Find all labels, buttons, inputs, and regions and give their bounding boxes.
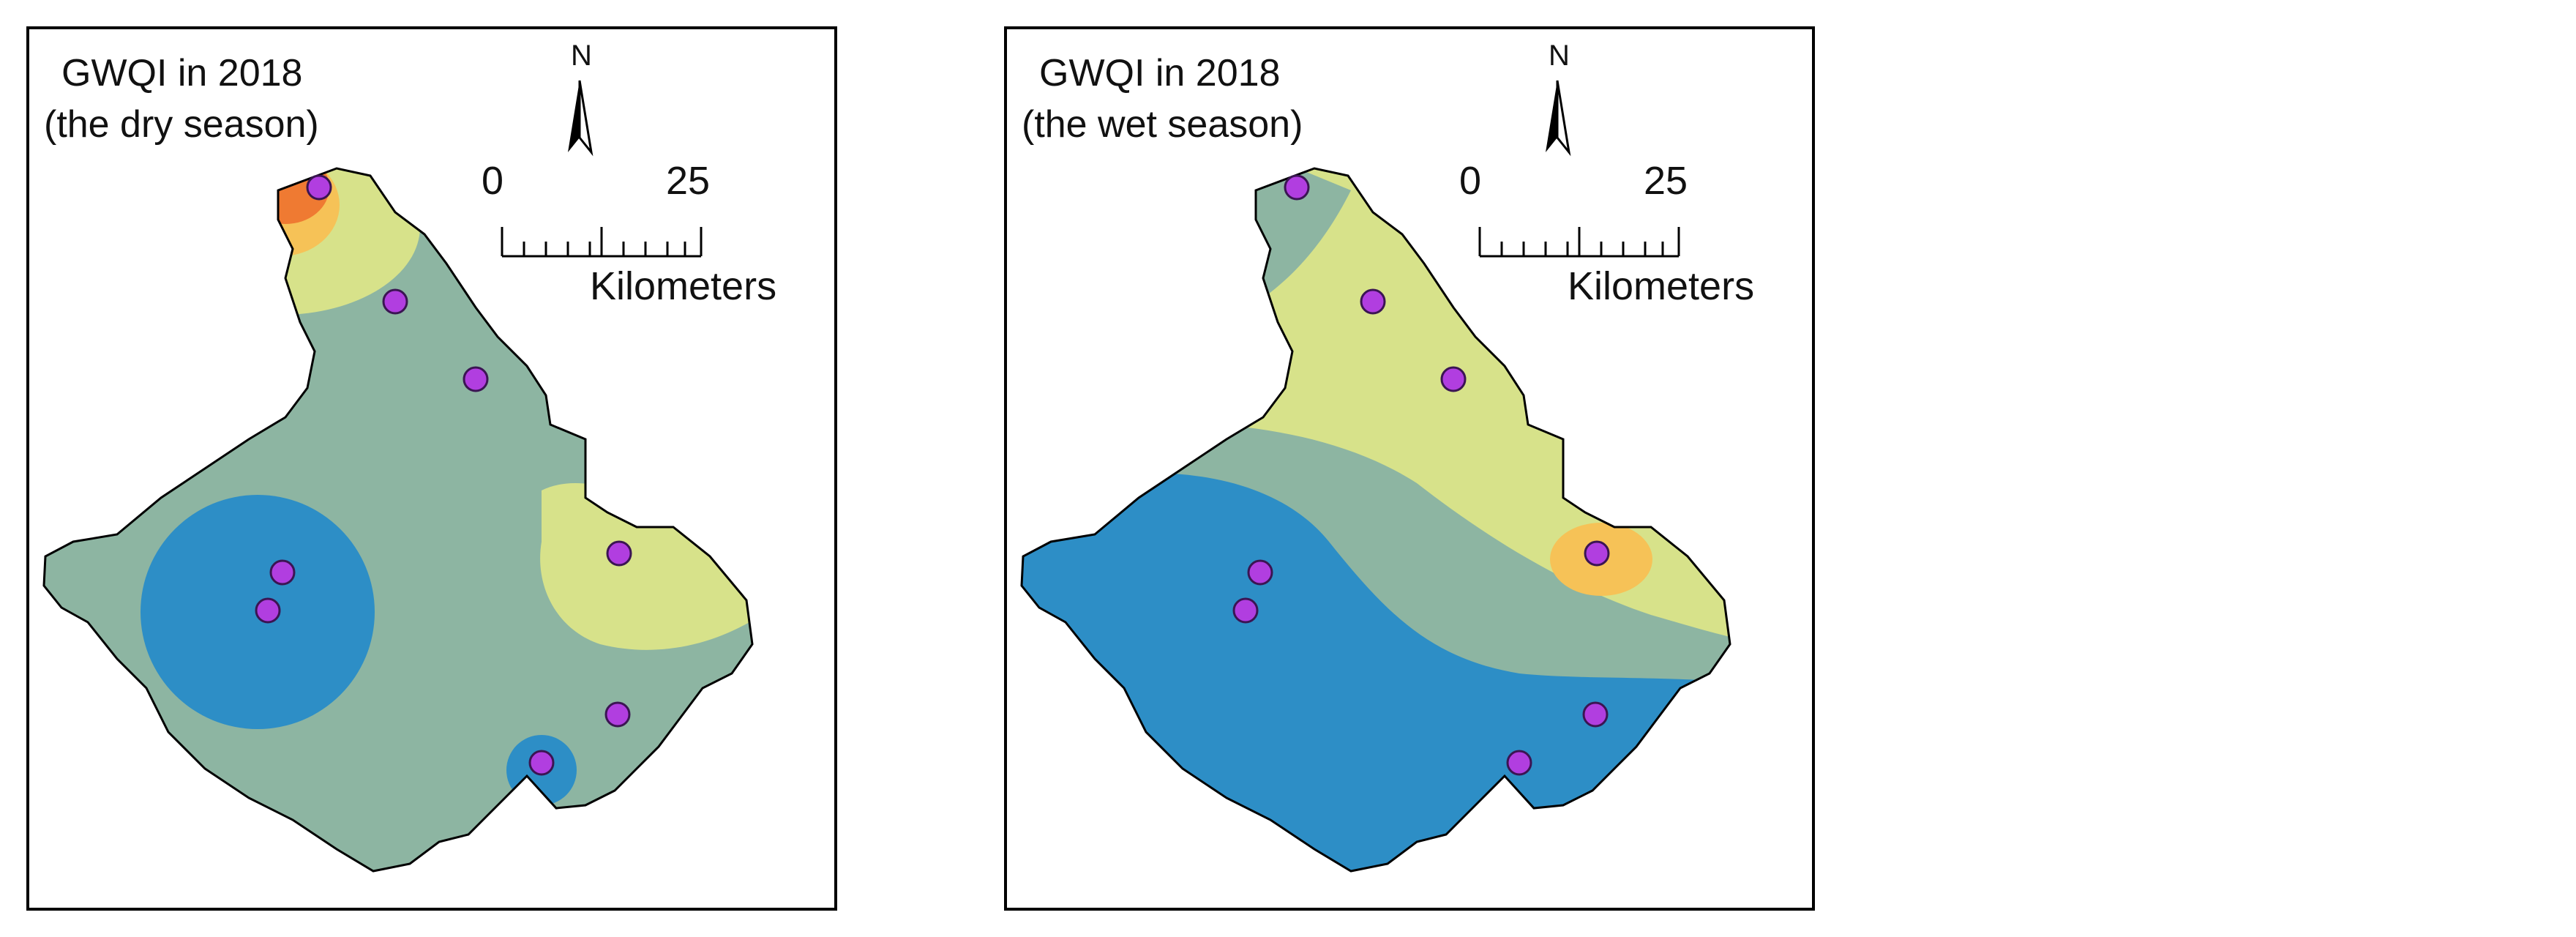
map-panel-wet-season: GWQI in 2018 (the wet season) N 0 25 Kil… [1004,26,1815,911]
scale-start-label: 0 [482,159,504,203]
north-label: N [571,40,592,72]
sample-point [604,701,631,728]
sample-point [1247,559,1273,586]
sample-point [528,750,555,776]
sample-point [382,288,408,315]
zone-light-yellow-east [540,483,752,650]
sample-point [1232,597,1259,624]
scale-bar [501,227,703,258]
sample-point [306,174,332,201]
sample-point [255,597,281,624]
zone-grey-green [44,168,752,871]
map-panel-dry-season: GWQI in 2018 (the dry season) N 0 25 Kil… [26,26,837,911]
sample-point [269,559,296,586]
sample-points-dry [255,174,632,776]
scale-start-label: 0 [1459,159,1482,203]
north-arrow [1546,80,1571,157]
gwqi-surface-dry [44,168,752,871]
scale-unit-label: Kilometers [1568,264,1755,308]
north-arrow-right-half [578,80,594,157]
north-arrow-right-half [1556,80,1571,157]
map-title-line1: GWQI in 2018 [1039,52,1281,94]
sample-point [1360,288,1386,315]
north-arrow-left-half [1546,81,1557,152]
north-arrow [568,80,594,157]
north-label: N [1549,40,1570,72]
sample-point [1440,366,1467,392]
scale-bar [1478,227,1680,258]
scale-end-label: 25 [666,159,711,203]
map-title-line2: (the wet season) [1022,103,1303,146]
map-title-line2: (the dry season) [44,103,319,146]
sample-point [1582,701,1609,728]
scale-end-label: 25 [1644,159,1688,203]
sample-point [463,366,489,392]
scale-unit-label: Kilometers [590,264,777,308]
map-canvas-wet [1020,80,1731,873]
sample-points-wet [1232,174,1610,776]
sample-point [1506,750,1532,776]
map-title-line1: GWQI in 2018 [61,52,303,94]
gwqi-surface-wet [1022,168,1730,871]
sample-point [1284,174,1310,201]
map-canvas-dry [42,80,754,873]
sample-point [1584,540,1610,567]
sample-point [606,540,632,567]
north-arrow-left-half [568,81,580,152]
